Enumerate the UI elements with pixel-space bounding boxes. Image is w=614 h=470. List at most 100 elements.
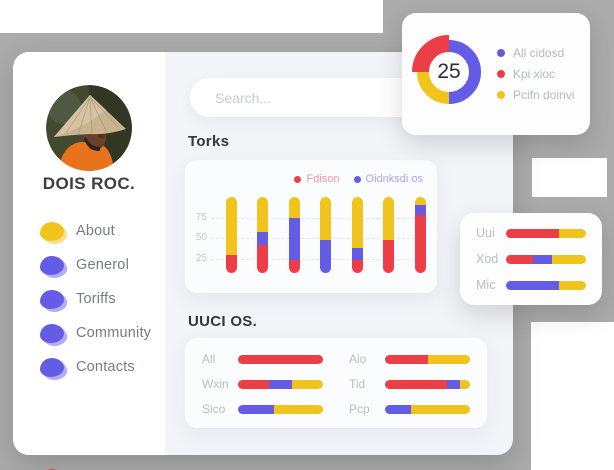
legend-item-fdison: Fdison — [294, 173, 340, 185]
bar-segment-yellow — [459, 379, 470, 389]
hbar-row-tid: Tid — [349, 377, 470, 391]
search-input[interactable] — [190, 78, 428, 117]
torks-legend: Fdison Oidnksdi os — [294, 173, 423, 185]
bar-segment-red — [414, 215, 426, 273]
hbar-mic — [506, 280, 586, 290]
sidebar: DOIS ROC. About Generol Toriffs Community Co… — [13, 52, 165, 470]
bar-segment-yellow — [558, 280, 586, 290]
legend-label: Kpi xioc — [513, 67, 556, 81]
purple-blob-icon — [40, 255, 69, 280]
bar-segment-purple — [288, 217, 300, 260]
kpi-donut-card: 25 All cidosd Kpi xioc Pcifn doinvi — [402, 13, 590, 135]
hbar-label: Sico — [202, 402, 226, 416]
legend-item-oidnksdi-os: Oidnksdi os — [353, 173, 423, 185]
torks-bar-7 — [414, 197, 426, 273]
sidebar-item-about[interactable]: About — [40, 218, 151, 246]
sidebar-item-label: Community — [76, 325, 152, 341]
sidebar-item-free-tools[interactable]: Free Tools — [40, 465, 145, 470]
bar-segment-red — [385, 379, 448, 389]
legend-label: Fdison — [306, 173, 340, 185]
sidebar-item-label: About — [76, 223, 115, 239]
sidebar-item-community[interactable]: Community — [40, 320, 152, 348]
side-bars-card: Uui Xod Mic — [460, 213, 602, 305]
sidebar-item-label: Toriffs — [76, 291, 116, 307]
bar-segment-purple — [447, 379, 460, 389]
bar-segment-yellow — [551, 254, 586, 264]
red-dot-icon — [294, 175, 302, 183]
kpi-donut-chart — [412, 35, 481, 104]
uuci-chart-card: All Wxin Sico Aio Tid Pcp — [185, 338, 487, 428]
gridline-25 — [211, 258, 425, 260]
legend-label: Oidnksdi os — [365, 173, 423, 185]
bar-segment-red — [238, 354, 323, 364]
y-tick-25: 25 — [195, 252, 207, 264]
sidebar-item-toriffs[interactable]: Toriffs — [40, 286, 151, 314]
bar-segment-yellow — [288, 197, 300, 218]
bar-segment-red — [506, 228, 559, 238]
gridline-50 — [211, 238, 425, 240]
hbar-label: Wxin — [202, 377, 229, 391]
bar-segment-yellow — [383, 197, 394, 240]
yellow-dot-icon — [497, 91, 505, 99]
hbar-label: Aio — [349, 352, 367, 366]
bar-segment-purple — [238, 404, 274, 414]
bar-segment-yellow — [292, 379, 323, 389]
legend-item-all-cidosd: All cidosd — [497, 46, 574, 60]
legend-item-kpi-xioc: Kpi xioc — [497, 67, 574, 81]
red-dot-icon — [497, 70, 505, 78]
torks-bar-1 — [225, 197, 237, 273]
hbar-all — [238, 354, 323, 364]
bar-segment-purple — [385, 404, 412, 414]
hbar-label: Pcp — [349, 402, 370, 416]
donut-slice-kpi-xioc — [412, 35, 450, 73]
background-white-cutout — [532, 158, 607, 197]
bar-segment-yellow — [320, 197, 331, 240]
bar-segment-purple — [268, 379, 293, 389]
sidebar-item-generol[interactable]: Generol — [40, 252, 151, 280]
profile-photo-conical-hat — [46, 85, 132, 171]
sidebar-menu: About Generol Toriffs Community Contacts — [40, 218, 152, 382]
sidebar-item-label: Contacts — [76, 359, 135, 375]
purple-blob-icon — [40, 323, 69, 348]
hbar-tid — [385, 379, 470, 389]
hbar-row-all: All — [202, 352, 323, 366]
torks-bar-4 — [320, 197, 331, 273]
bar-segment-purple — [414, 205, 426, 216]
bar-segment-red — [385, 354, 429, 364]
bar-segment-yellow — [351, 197, 363, 249]
purple-dot-icon — [353, 175, 361, 183]
sidebar-item-label: Generol — [76, 257, 129, 273]
bar-segment-yellow — [558, 228, 586, 238]
torks-bar-2 — [257, 197, 268, 273]
hbar-sico — [238, 404, 323, 414]
torks-bar-3 — [288, 197, 300, 273]
torks-heading: Torks — [188, 133, 230, 150]
sidebar-item-contacts[interactable]: Contacts — [40, 354, 151, 382]
donut-center-value: 25 — [437, 60, 461, 83]
hbar-row-pcp: Pcp — [349, 402, 470, 416]
bar-segment-red — [288, 259, 300, 273]
donut-legend: All cidosd Kpi xioc Pcifn doinvi — [497, 46, 574, 102]
torks-bar-6 — [383, 197, 394, 273]
profile-name: DOIS ROC. — [42, 174, 136, 193]
hbar-label: Xod — [476, 252, 499, 266]
legend-label: All cidosd — [513, 46, 565, 60]
bar-segment-red — [225, 254, 237, 273]
torks-bar-5 — [351, 197, 363, 273]
bar-segment-yellow — [257, 197, 268, 232]
bar-segment-purple — [533, 254, 552, 264]
yellow-blob-icon — [40, 221, 69, 246]
y-tick-50: 50 — [195, 232, 207, 244]
purple-blob-icon — [40, 357, 69, 382]
hbar-xod — [506, 254, 586, 264]
donut-slice-pcifn-doinvi — [417, 71, 450, 104]
bar-segment-red — [506, 254, 534, 264]
hbar-pcp — [385, 404, 470, 414]
red-blob-icon — [40, 468, 69, 470]
bar-segment-purple — [257, 231, 268, 245]
legend-label: Pcifn doinvi — [513, 88, 575, 102]
bar-segment-red — [351, 259, 363, 273]
uuci-column-right: Aio Tid Pcp — [349, 352, 470, 416]
background-white-cutout-bottom — [531, 322, 614, 470]
